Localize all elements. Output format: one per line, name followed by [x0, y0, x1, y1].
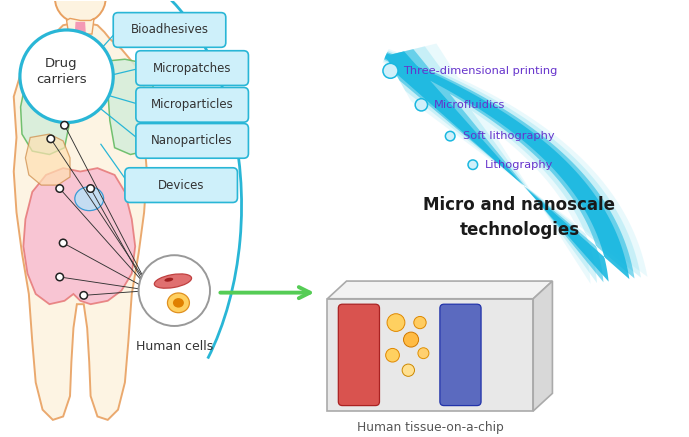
Text: Micro and nanoscale
technologies: Micro and nanoscale technologies: [424, 196, 615, 239]
Circle shape: [383, 63, 398, 78]
Circle shape: [404, 332, 419, 347]
Circle shape: [55, 0, 105, 23]
Polygon shape: [67, 18, 94, 34]
Ellipse shape: [75, 187, 103, 211]
FancyBboxPatch shape: [136, 87, 249, 122]
Text: Microfluidics: Microfluidics: [433, 100, 505, 110]
Polygon shape: [90, 59, 157, 155]
Circle shape: [56, 273, 63, 281]
Polygon shape: [25, 134, 70, 185]
FancyBboxPatch shape: [136, 51, 249, 85]
Polygon shape: [384, 52, 629, 282]
Text: Three-dimensional printing: Three-dimensional printing: [403, 66, 557, 76]
Circle shape: [414, 316, 426, 329]
Text: Nanoparticles: Nanoparticles: [152, 135, 233, 147]
Text: Soft lithography: Soft lithography: [462, 131, 554, 141]
Circle shape: [80, 291, 88, 299]
Ellipse shape: [165, 277, 173, 282]
FancyBboxPatch shape: [440, 304, 481, 406]
Circle shape: [59, 239, 67, 247]
Circle shape: [387, 314, 405, 331]
Polygon shape: [533, 281, 553, 411]
Circle shape: [445, 132, 455, 141]
Text: Lithography: Lithography: [485, 160, 553, 170]
Text: Human tissue-on-a-chip: Human tissue-on-a-chip: [357, 420, 504, 434]
Polygon shape: [14, 22, 147, 420]
Polygon shape: [327, 299, 533, 411]
Polygon shape: [383, 46, 641, 283]
Polygon shape: [384, 49, 635, 282]
Ellipse shape: [167, 293, 189, 313]
Polygon shape: [23, 168, 135, 304]
FancyBboxPatch shape: [113, 13, 226, 47]
Ellipse shape: [154, 274, 192, 288]
Circle shape: [402, 364, 415, 376]
Polygon shape: [21, 59, 70, 155]
Polygon shape: [327, 281, 553, 299]
Circle shape: [61, 121, 68, 129]
Ellipse shape: [173, 298, 184, 308]
Circle shape: [87, 185, 94, 192]
FancyBboxPatch shape: [136, 124, 249, 158]
Circle shape: [468, 160, 477, 170]
Circle shape: [138, 255, 210, 326]
Polygon shape: [382, 44, 648, 284]
Text: Micropatches: Micropatches: [153, 62, 232, 75]
Circle shape: [418, 348, 429, 359]
Circle shape: [415, 99, 428, 111]
Circle shape: [386, 348, 400, 362]
FancyBboxPatch shape: [125, 168, 238, 202]
Text: Human cells: Human cells: [136, 340, 213, 353]
Circle shape: [56, 185, 63, 192]
Text: Bioadhesives: Bioadhesives: [130, 24, 209, 36]
FancyBboxPatch shape: [338, 304, 380, 406]
Text: Microparticles: Microparticles: [151, 98, 234, 111]
Text: Drug
carriers: Drug carriers: [36, 57, 86, 86]
Polygon shape: [74, 22, 88, 121]
Circle shape: [47, 135, 54, 142]
Circle shape: [20, 30, 113, 122]
Text: Devices: Devices: [158, 179, 205, 191]
